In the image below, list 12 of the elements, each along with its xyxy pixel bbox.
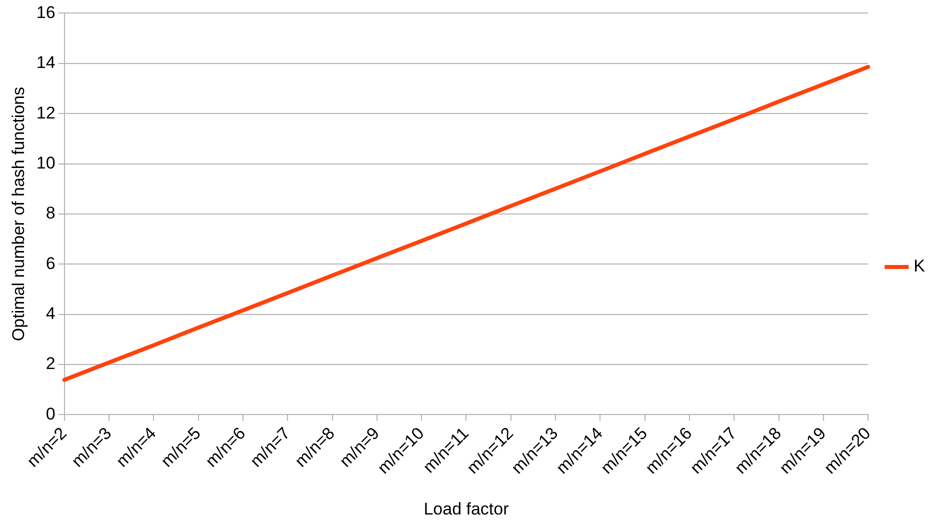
legend-label: K: [914, 256, 926, 276]
y-tick-label: 10: [36, 153, 56, 172]
x-axis-title: Load factor: [424, 499, 510, 518]
y-tick-label: 2: [46, 354, 56, 374]
y-tick-label: 14: [36, 53, 56, 72]
y-tick-label: 6: [46, 254, 56, 273]
y-tick-label: 0: [46, 404, 56, 424]
y-tick-label: 4: [46, 304, 56, 324]
y-tick-label: 12: [36, 103, 56, 122]
y-tick-label: 16: [36, 2, 56, 22]
y-axis-title: Optimal number of hash functions: [8, 86, 28, 342]
y-tick-label: 8: [46, 204, 56, 223]
